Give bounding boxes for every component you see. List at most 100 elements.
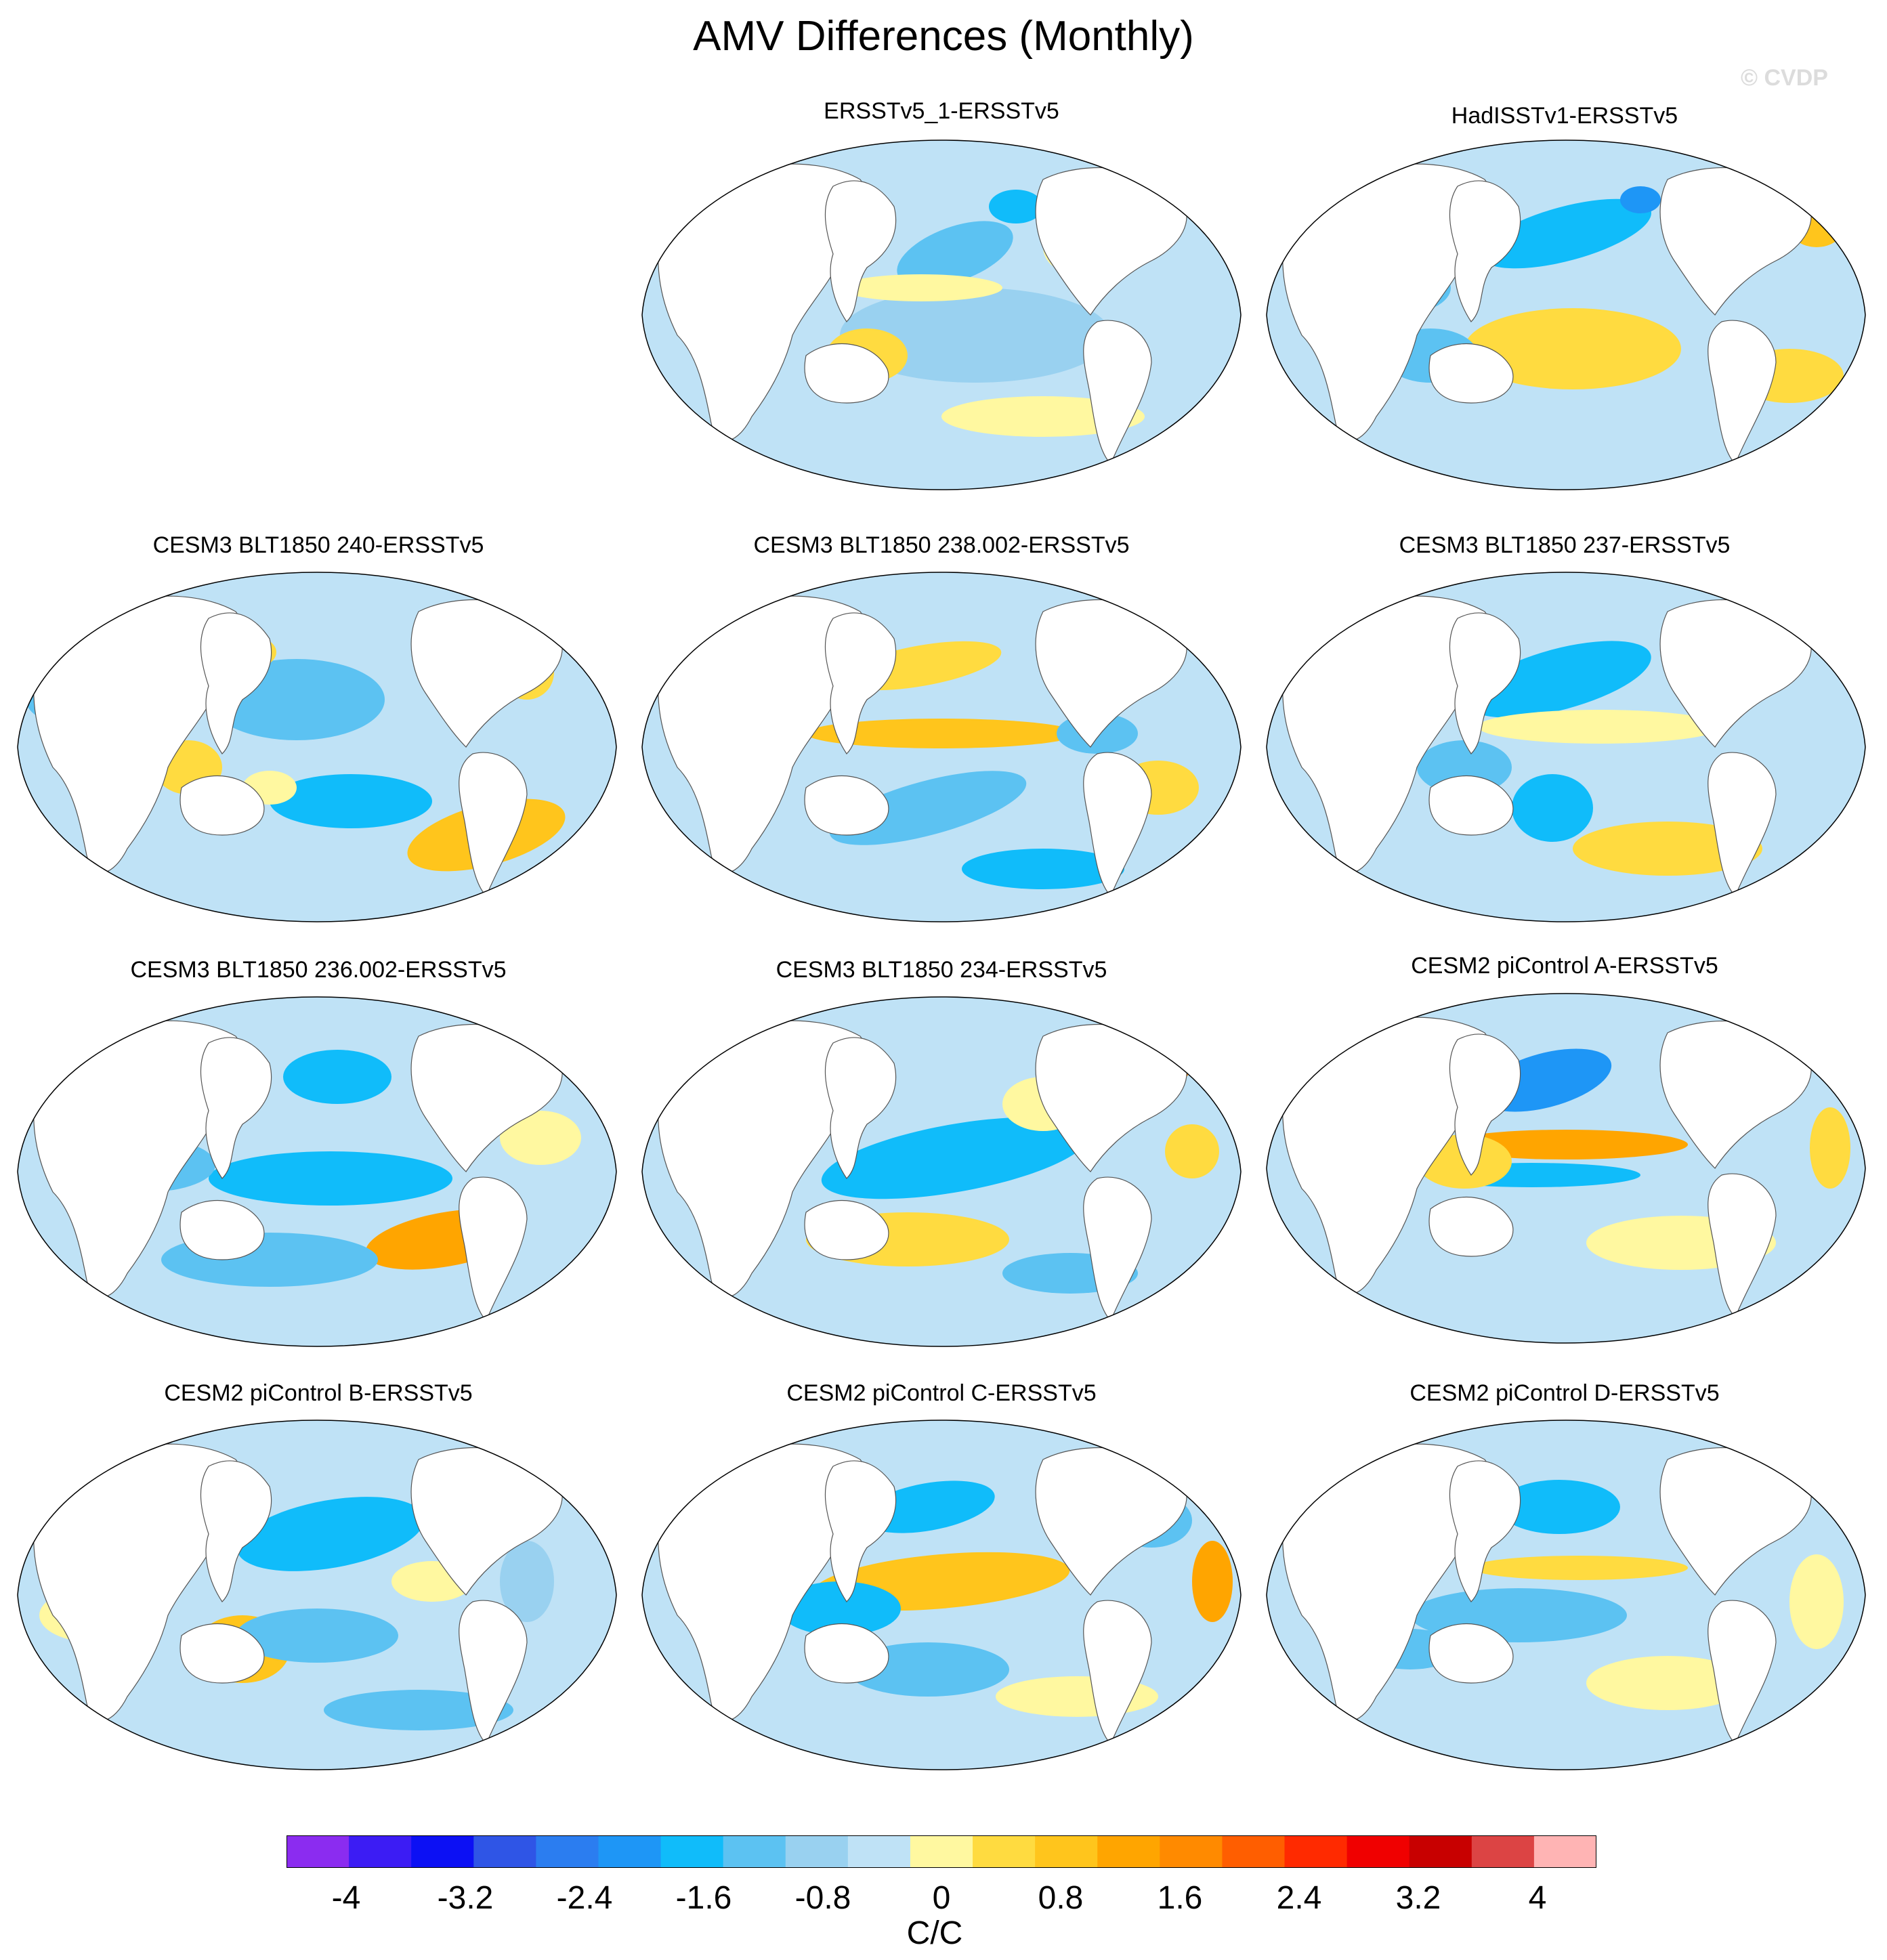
map-panel-blt1850-240 xyxy=(17,572,617,922)
map-border xyxy=(1266,1420,1866,1770)
land-mass xyxy=(1105,1424,1179,1458)
map-panel-hadisstv1 xyxy=(1266,140,1866,490)
land-mass xyxy=(658,1020,870,1298)
land-mass xyxy=(1730,1424,1804,1458)
colorbar-swatch xyxy=(1284,1835,1348,1868)
panel-title-blt1850-234: CESM3 BLT1850 234-ERSSTv5 xyxy=(776,957,1107,983)
ocean-field xyxy=(18,572,616,922)
land-mass xyxy=(1428,775,1514,836)
anomaly-contour xyxy=(236,1609,398,1663)
anomaly-contour xyxy=(1467,641,1651,718)
ocean-field xyxy=(642,140,1241,490)
land-mass xyxy=(33,595,246,874)
land-mass xyxy=(1730,576,1804,610)
colorbar-tick-label: 1.6 xyxy=(1157,1880,1203,1916)
anomaly-contour xyxy=(1573,822,1762,876)
colorbar-tick-label: -0.8 xyxy=(794,1880,851,1916)
colorbar-swatch xyxy=(349,1835,412,1868)
land-mass xyxy=(1428,1196,1514,1257)
ocean-field xyxy=(642,997,1241,1346)
map-border xyxy=(17,572,617,922)
colorbar xyxy=(287,1835,1596,1868)
map-panel-blt1850-234 xyxy=(641,996,1242,1347)
map-border xyxy=(17,996,617,1347)
anomaly-contour xyxy=(989,190,1043,223)
anomaly-contour xyxy=(840,288,1111,383)
colorbar-swatch xyxy=(598,1835,662,1868)
land-mass xyxy=(824,1460,897,1602)
anomaly-contour xyxy=(897,221,1013,287)
land-mass xyxy=(658,1443,870,1722)
colorbar-swatch xyxy=(287,1835,349,1868)
colorbar-swatch xyxy=(1533,1835,1596,1868)
anomaly-contour xyxy=(1810,1107,1850,1189)
colorbar-swatch xyxy=(1035,1835,1098,1868)
anomaly-contour xyxy=(1192,1541,1233,1622)
anomaly-contour xyxy=(779,1581,901,1636)
land-mass xyxy=(1282,595,1495,874)
map-border xyxy=(641,1420,1242,1770)
map-panel-picontrol-d xyxy=(1266,1420,1866,1770)
anomaly-contour xyxy=(1464,308,1681,389)
map-panel-picontrol-b xyxy=(17,1420,617,1770)
colorbar-swatch xyxy=(1160,1835,1223,1868)
colorbar-tick-label: -2.4 xyxy=(556,1880,613,1916)
anomaly-contour xyxy=(1620,186,1661,213)
land-mass xyxy=(1105,144,1179,178)
map-border xyxy=(1266,140,1866,490)
anomaly-contour xyxy=(324,1690,513,1730)
colorbar-swatch xyxy=(1347,1835,1410,1868)
anomaly-contour xyxy=(1165,1124,1219,1178)
land-mass xyxy=(804,775,889,836)
map-panel-picontrol-c xyxy=(641,1420,1242,1770)
ocean-field xyxy=(1267,572,1865,922)
colorbar-swatch xyxy=(847,1835,911,1868)
land-mass xyxy=(33,1020,246,1298)
land-mass xyxy=(1105,1001,1179,1035)
ocean-field xyxy=(1267,140,1865,490)
land-mass xyxy=(658,163,870,442)
cvdp-watermark: © CVDP xyxy=(1741,65,1828,91)
land-mass xyxy=(658,595,870,874)
map-border xyxy=(641,140,1242,490)
colorbar-tick-label: -1.6 xyxy=(675,1880,732,1916)
panel-title-blt1850-238-002: CESM3 BLT1850 238.002-ERSSTv5 xyxy=(753,532,1130,558)
colorbar-swatch xyxy=(660,1835,724,1868)
anomaly-contour xyxy=(1478,710,1722,744)
land-mass xyxy=(200,1460,272,1602)
map-panel-picontrol-a xyxy=(1266,993,1866,1344)
land-mass xyxy=(824,612,897,754)
land-mass xyxy=(1730,998,1804,1031)
anomaly-contour xyxy=(1471,1556,1688,1580)
map-panel-blt1850-237 xyxy=(1266,572,1866,922)
colorbar-tick-label: 2.4 xyxy=(1276,1880,1322,1916)
colorbar-frame xyxy=(287,1835,1596,1868)
land-mass xyxy=(1428,343,1514,404)
ocean-field xyxy=(18,1420,616,1770)
colorbar-units: C/C xyxy=(906,1915,963,1951)
land-mass xyxy=(1449,612,1521,754)
panel-title-blt1850-237: CESM3 BLT1850 237-ERSSTv5 xyxy=(1399,532,1731,558)
panel-title-blt1850-236-002: CESM3 BLT1850 236.002-ERSSTv5 xyxy=(130,957,507,983)
land-mass xyxy=(1428,1623,1514,1684)
map-border xyxy=(641,572,1242,922)
ocean-field xyxy=(1267,994,1865,1343)
land-mass xyxy=(179,775,265,836)
colorbar-swatch xyxy=(1097,1835,1160,1868)
land-mass xyxy=(200,612,272,754)
colorbar-swatch xyxy=(1222,1835,1286,1868)
land-mass xyxy=(824,180,897,322)
land-mass xyxy=(1282,1443,1495,1722)
colorbar-swatch xyxy=(1409,1835,1472,1868)
colorbar-swatch xyxy=(536,1835,599,1868)
map-panel-blt1850-236-002 xyxy=(17,996,617,1347)
land-mass xyxy=(200,1037,272,1179)
ocean-field xyxy=(642,572,1241,922)
anomaly-contour xyxy=(840,274,1002,301)
colorbar-swatch xyxy=(910,1835,973,1868)
panel-title-blt1850-240: CESM3 BLT1850 240-ERSSTv5 xyxy=(152,532,484,558)
colorbar-tick-label: -4 xyxy=(331,1880,361,1916)
land-mass xyxy=(804,1199,889,1260)
ocean-field xyxy=(642,1420,1241,1770)
colorbar-tick-label: 3.2 xyxy=(1395,1880,1441,1916)
